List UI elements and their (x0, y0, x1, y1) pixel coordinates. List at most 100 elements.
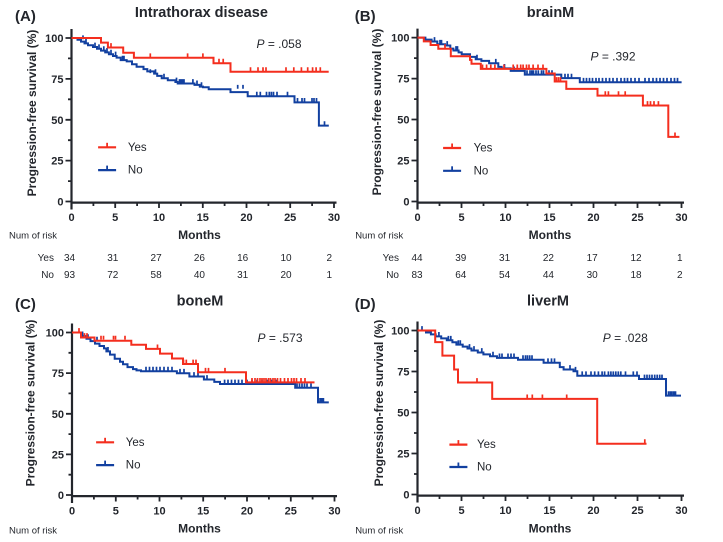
svg-text:34: 34 (64, 253, 76, 264)
svg-text:15: 15 (197, 212, 209, 224)
svg-text:50: 50 (397, 115, 409, 127)
svg-text:12: 12 (630, 253, 642, 264)
svg-text:17: 17 (587, 253, 599, 264)
svg-text:83: 83 (411, 270, 423, 281)
svg-text:30: 30 (328, 506, 340, 518)
svg-text:P = .058: P = .058 (256, 37, 301, 51)
svg-text:No: No (386, 270, 399, 281)
svg-text:Months: Months (178, 228, 221, 242)
svg-text:Progression-free survival (%): Progression-free survival (%) (25, 30, 39, 197)
svg-text:40: 40 (194, 270, 206, 281)
svg-text:Num of risk: Num of risk (9, 231, 57, 242)
svg-text:2: 2 (327, 253, 333, 264)
svg-text:15: 15 (543, 505, 555, 517)
svg-text:10: 10 (499, 505, 511, 517)
svg-text:P = .028: P = .028 (603, 331, 648, 345)
svg-text:0: 0 (403, 197, 409, 209)
svg-text:72: 72 (107, 270, 119, 281)
svg-text:30: 30 (328, 212, 340, 224)
svg-text:0: 0 (68, 212, 74, 224)
svg-text:brainM: brainM (527, 5, 575, 21)
svg-text:64: 64 (455, 270, 467, 281)
svg-text:P = .392: P = .392 (590, 50, 635, 64)
svg-text:100: 100 (391, 33, 409, 45)
svg-text:Intrathorax disease: Intrathorax disease (135, 5, 268, 21)
svg-text:100: 100 (45, 33, 63, 45)
svg-text:0: 0 (69, 506, 75, 518)
svg-text:31: 31 (237, 270, 249, 281)
svg-text:10: 10 (499, 212, 511, 224)
svg-text:75: 75 (51, 74, 63, 86)
svg-text:25: 25 (51, 156, 63, 168)
svg-text:30: 30 (675, 212, 687, 224)
svg-text:Yes: Yes (474, 143, 493, 155)
svg-text:27: 27 (151, 253, 163, 264)
svg-text:2: 2 (677, 270, 683, 281)
svg-text:Yes: Yes (128, 142, 147, 154)
svg-text:93: 93 (64, 270, 76, 281)
svg-text:0: 0 (57, 197, 63, 209)
svg-text:58: 58 (151, 270, 163, 281)
svg-text:31: 31 (499, 253, 511, 264)
svg-text:26: 26 (194, 253, 206, 264)
svg-text:30: 30 (675, 505, 687, 517)
svg-text:10: 10 (153, 212, 165, 224)
svg-text:Yes: Yes (383, 253, 399, 264)
svg-text:5: 5 (112, 212, 118, 224)
svg-text:44: 44 (411, 253, 423, 264)
svg-text:Months: Months (178, 522, 221, 536)
svg-text:5: 5 (113, 506, 119, 518)
svg-text:(B): (B) (355, 8, 376, 25)
svg-text:Num of risk: Num of risk (355, 526, 403, 537)
svg-text:15: 15 (543, 212, 555, 224)
svg-text:P = .573: P = .573 (257, 331, 302, 345)
svg-text:25: 25 (285, 506, 297, 518)
svg-text:No: No (477, 462, 492, 474)
svg-text:25: 25 (397, 156, 409, 168)
svg-text:liverM: liverM (527, 294, 569, 310)
svg-text:39: 39 (455, 253, 467, 264)
svg-text:22: 22 (543, 253, 555, 264)
svg-text:20: 20 (241, 506, 253, 518)
svg-text:50: 50 (52, 409, 64, 421)
svg-text:1: 1 (677, 253, 683, 264)
svg-text:15: 15 (197, 506, 209, 518)
svg-text:Months: Months (529, 522, 572, 536)
svg-text:0: 0 (414, 505, 420, 517)
svg-text:20: 20 (280, 270, 292, 281)
svg-text:31: 31 (107, 253, 119, 264)
svg-text:20: 20 (587, 505, 599, 517)
svg-text:No: No (41, 270, 54, 281)
svg-text:50: 50 (51, 115, 63, 127)
svg-text:0: 0 (414, 212, 420, 224)
svg-text:Num of risk: Num of risk (355, 231, 403, 242)
svg-text:Num of risk: Num of risk (9, 526, 57, 537)
svg-text:20: 20 (587, 212, 599, 224)
svg-text:boneM: boneM (177, 294, 224, 310)
svg-text:100: 100 (46, 328, 64, 340)
svg-text:54: 54 (499, 270, 511, 281)
svg-text:44: 44 (543, 270, 555, 281)
svg-text:5: 5 (458, 505, 464, 517)
svg-text:(A): (A) (15, 8, 36, 25)
svg-text:30: 30 (587, 270, 599, 281)
svg-text:75: 75 (397, 74, 409, 86)
svg-text:No: No (126, 460, 141, 472)
svg-text:25: 25 (284, 212, 296, 224)
svg-text:Yes: Yes (477, 439, 496, 451)
svg-text:100: 100 (391, 326, 409, 338)
svg-text:10: 10 (280, 253, 292, 264)
svg-text:25: 25 (397, 449, 409, 461)
svg-text:1: 1 (327, 270, 333, 281)
svg-text:Yes: Yes (126, 437, 145, 449)
svg-text:Yes: Yes (38, 253, 54, 264)
svg-text:75: 75 (397, 367, 409, 379)
svg-text:5: 5 (458, 212, 464, 224)
svg-text:No: No (474, 165, 489, 177)
svg-text:No: No (128, 165, 143, 177)
svg-text:18: 18 (630, 270, 642, 281)
svg-text:20: 20 (240, 212, 252, 224)
svg-text:(D): (D) (355, 296, 376, 313)
svg-text:10: 10 (153, 506, 165, 518)
svg-text:Progression-free survival (%): Progression-free survival (%) (372, 320, 386, 487)
